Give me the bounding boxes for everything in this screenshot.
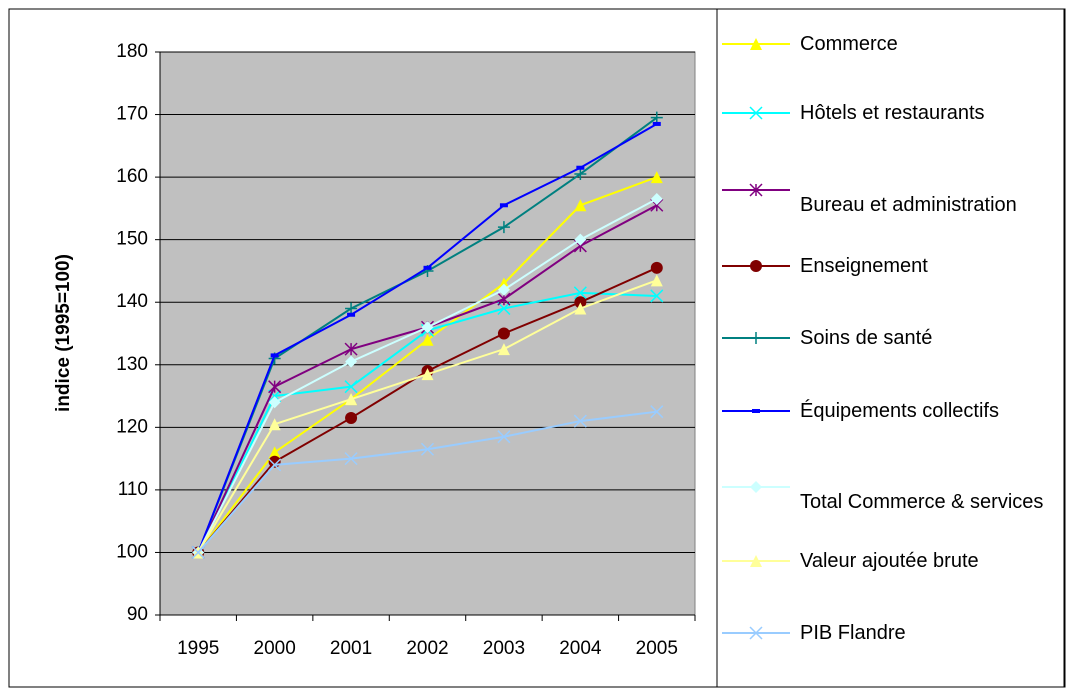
legend-label: Équipements collectifs (800, 400, 999, 422)
marker (344, 342, 358, 356)
marker (749, 106, 763, 120)
legend-label: Valeur ajoutée brute (800, 550, 979, 572)
marker (497, 221, 510, 234)
marker (420, 442, 435, 456)
x-tick-label: 2002 (406, 638, 448, 659)
y-tick-label: 130 (116, 354, 148, 375)
marker (270, 353, 279, 358)
marker (573, 414, 587, 428)
x-tick-label: 2005 (636, 638, 678, 659)
x-tick-label: 1995 (177, 638, 219, 659)
marker (268, 418, 281, 431)
marker (268, 380, 282, 394)
marker (421, 368, 434, 381)
marker (574, 296, 587, 309)
marker (750, 332, 762, 344)
marker (499, 203, 508, 208)
marker (752, 409, 760, 413)
marker (574, 167, 587, 180)
marker (497, 283, 510, 296)
legend-label: Soins de santé (800, 327, 933, 349)
y-tick-label: 110 (118, 479, 148, 500)
y-tick-label: 180 (116, 41, 148, 62)
marker (345, 302, 358, 315)
marker (497, 277, 510, 290)
y-tick-label: 90 (127, 604, 148, 625)
marker (574, 233, 587, 246)
marker (268, 396, 281, 409)
marker (750, 38, 762, 50)
y-tick-label: 120 (116, 416, 148, 437)
y-tick-label: 100 (116, 541, 148, 562)
legend-box (716, 8, 1065, 688)
marker (497, 343, 510, 356)
x-tick-label: 2001 (330, 638, 372, 659)
marker (650, 171, 663, 184)
marker (421, 321, 434, 334)
marker (650, 274, 663, 287)
marker (497, 301, 511, 316)
legend-label: Bureau et administration (800, 194, 1017, 216)
marker (497, 327, 510, 340)
marker (650, 193, 663, 206)
marker (345, 411, 358, 424)
marker (344, 380, 358, 394)
marker (650, 261, 663, 274)
marker (576, 165, 585, 170)
x-tick-label: 2000 (254, 638, 296, 659)
marker (750, 260, 762, 272)
marker (344, 452, 358, 466)
x-tick-label: 2003 (483, 638, 525, 659)
y-tick-label: 160 (116, 166, 148, 187)
y-tick-label: 150 (116, 229, 148, 250)
marker (268, 446, 281, 459)
marker (423, 265, 432, 270)
legend-label: Total Commerce & services (800, 491, 1044, 513)
plot-area (159, 51, 696, 616)
marker (497, 430, 511, 444)
marker (650, 405, 664, 419)
x-tick-label: 2004 (559, 638, 602, 659)
marker (573, 286, 587, 300)
marker (650, 111, 663, 124)
marker (347, 312, 356, 317)
marker (421, 333, 434, 346)
legend-label: Commerce (800, 33, 898, 55)
marker (345, 393, 358, 406)
marker (749, 183, 763, 197)
legend-label: PIB Flandre (800, 622, 906, 644)
marker (750, 481, 762, 493)
marker (749, 626, 763, 640)
y-axis-label: indice (1995=100) (53, 254, 74, 412)
marker (574, 199, 587, 212)
marker (650, 289, 664, 303)
marker (191, 545, 205, 559)
y-tick-label: 170 (116, 104, 148, 125)
marker (574, 302, 587, 315)
marker (268, 458, 282, 472)
legend-label: Hôtels et restaurants (800, 102, 985, 124)
marker (750, 555, 762, 567)
y-tick-label: 140 (116, 291, 148, 312)
marker (652, 121, 661, 126)
legend-label: Enseignement (800, 255, 928, 277)
marker (345, 355, 358, 368)
